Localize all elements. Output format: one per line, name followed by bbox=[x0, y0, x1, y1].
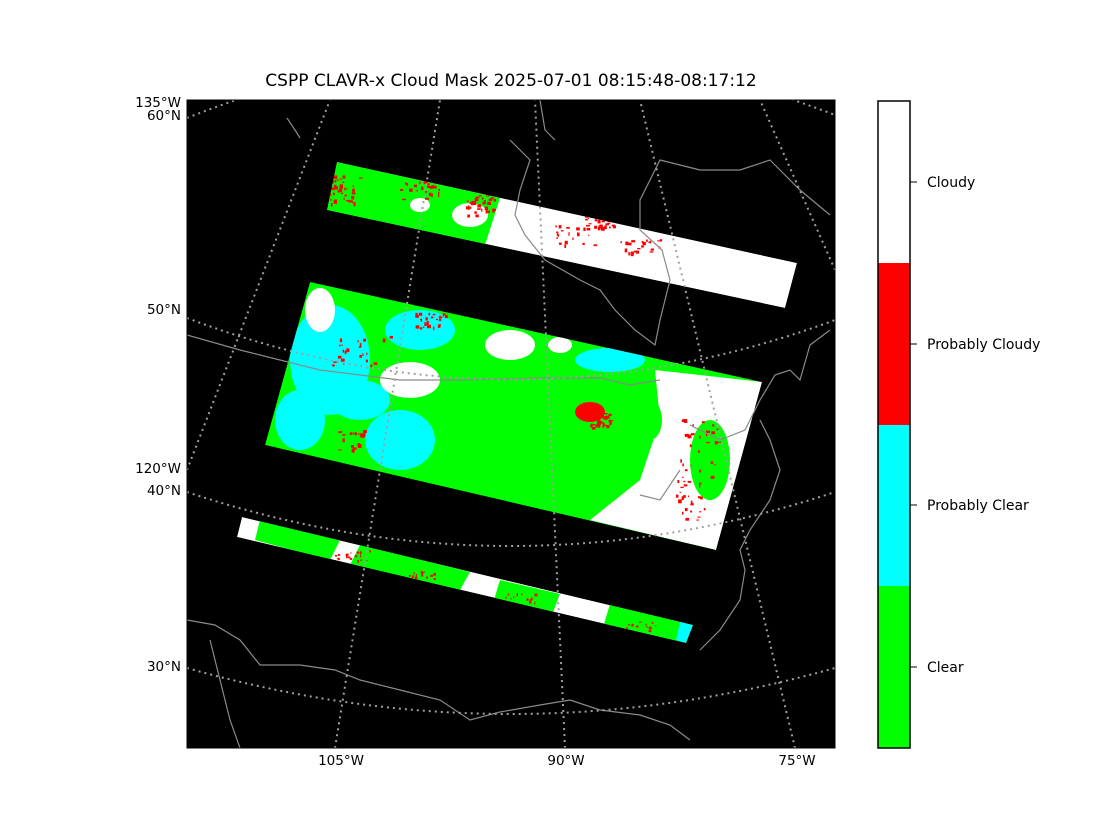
graticule bbox=[187, 100, 835, 748]
lat-label-60n: 60°N bbox=[147, 108, 181, 124]
axis-labels: 135°W 60°N 50°N 120°W 40°N 30°N 105°W 90… bbox=[135, 95, 816, 769]
lat-label-40n: 40°N bbox=[147, 483, 181, 499]
lon-label-90w: 90°W bbox=[547, 753, 584, 769]
map-title: CSPP CLAVR-x Cloud Mask 2025-07-01 08:15… bbox=[265, 71, 756, 91]
map-frame bbox=[186, 99, 836, 749]
lat-label-30n: 30°N bbox=[147, 659, 181, 675]
swath-south bbox=[237, 517, 693, 643]
colorbar-label-probably-clear: Probably Clear bbox=[927, 498, 1029, 514]
colorbar: Cloudy Probably Cloudy Probably Clear Cl… bbox=[877, 100, 1040, 749]
colorbar-cloudy bbox=[878, 101, 910, 263]
colorbar-probably-cloudy bbox=[878, 263, 910, 425]
coastlines bbox=[187, 100, 831, 748]
lon-label-105w: 105°W bbox=[318, 753, 364, 769]
lon-label-135w: 135°W bbox=[135, 95, 181, 111]
colorbar-clear bbox=[878, 586, 910, 748]
lat-label-50n: 50°N bbox=[147, 302, 181, 318]
colorbar-label-probably-cloudy: Probably Cloudy bbox=[927, 337, 1040, 353]
map-panel bbox=[186, 99, 836, 749]
swath-middle bbox=[265, 282, 762, 550]
colorbar-frame bbox=[877, 100, 911, 749]
lon-label-120w: 120°W bbox=[135, 461, 181, 477]
colorbar-probably-clear bbox=[878, 425, 910, 586]
lon-label-75w: 75°W bbox=[778, 753, 815, 769]
colorbar-label-cloudy: Cloudy bbox=[927, 175, 975, 191]
swath-north bbox=[327, 162, 797, 308]
colorbar-label-clear: Clear bbox=[927, 660, 964, 676]
